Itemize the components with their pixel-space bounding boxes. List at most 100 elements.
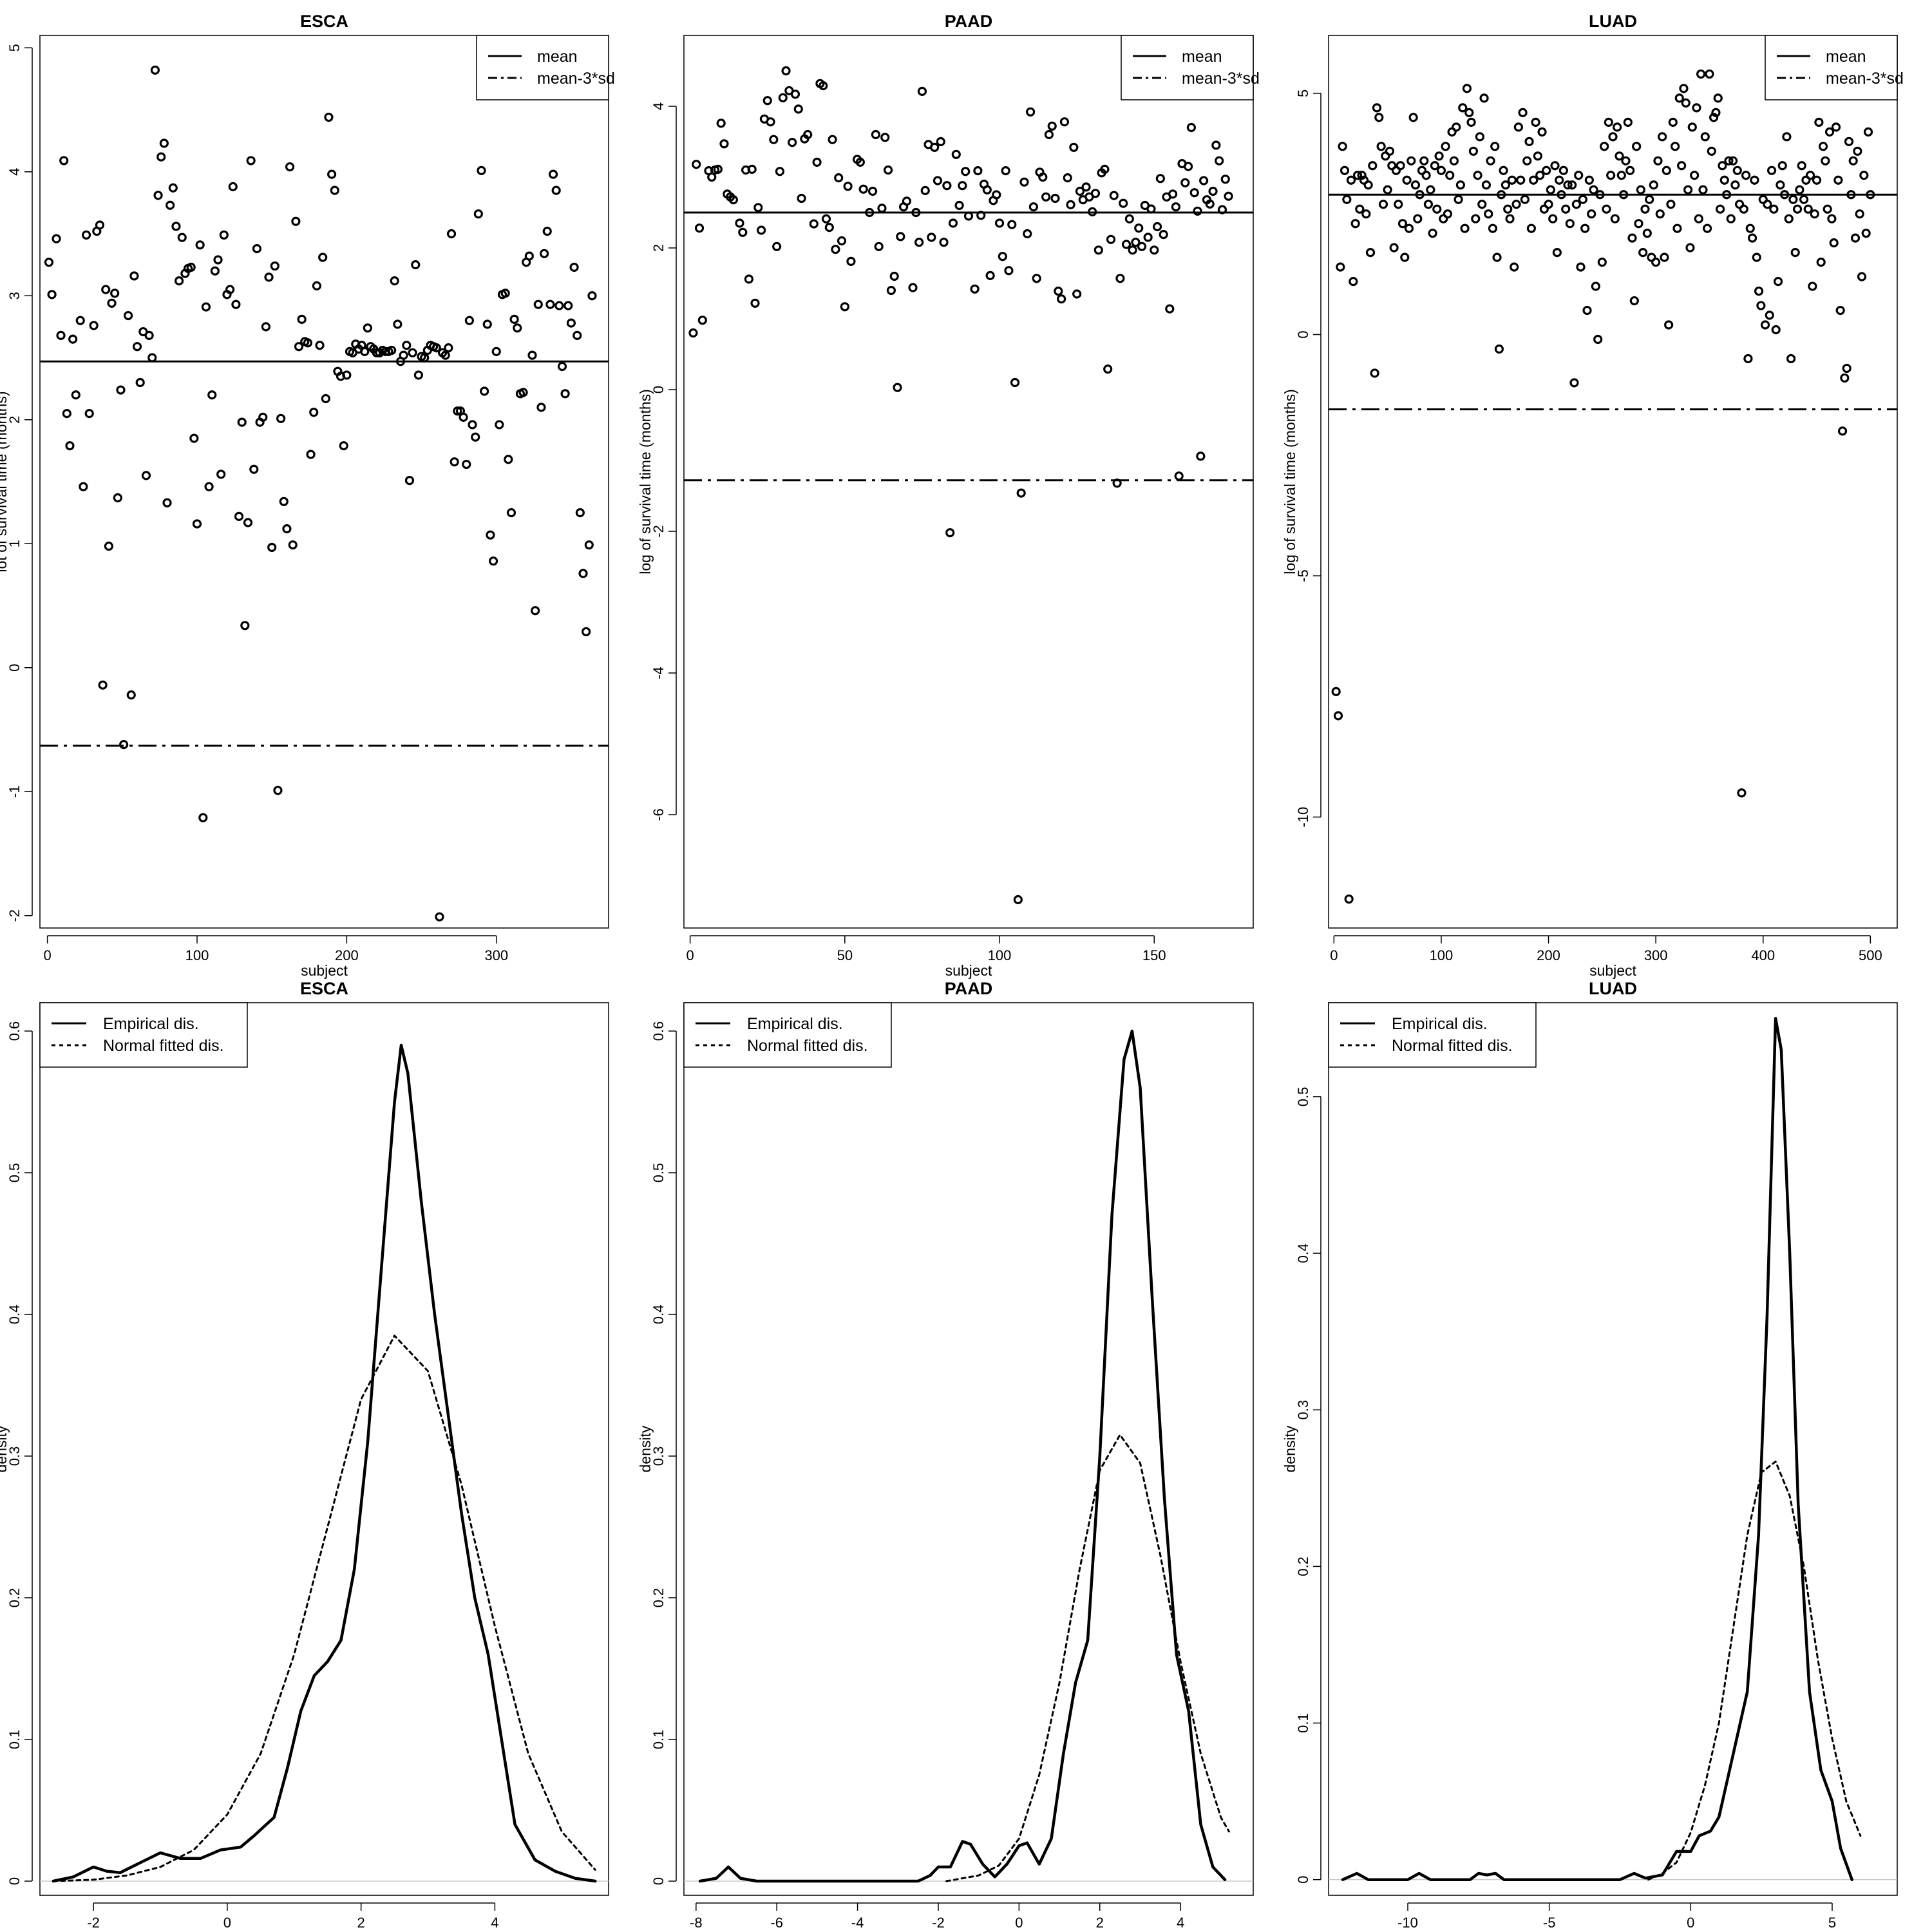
data-point: [1069, 142, 1079, 152]
x-axis-label: subject: [1589, 962, 1636, 979]
y-tick-label: -2: [650, 525, 667, 538]
data-point: [1621, 156, 1631, 166]
x-tick-label: -6: [770, 1915, 783, 1931]
data-point: [195, 240, 205, 250]
data-point: [435, 912, 444, 922]
data-point: [1542, 166, 1551, 175]
data-point: [1859, 171, 1869, 180]
data-point: [162, 498, 172, 507]
data-point: [95, 220, 105, 230]
data-point: [1645, 194, 1654, 204]
data-point: [1777, 161, 1787, 171]
data-point: [1803, 204, 1813, 214]
x-tick-label: 0: [686, 947, 694, 963]
data-point: [1853, 146, 1862, 156]
data-point: [1792, 204, 1803, 214]
data-point: [831, 245, 840, 254]
data-point: [1724, 156, 1734, 166]
data-point: [1199, 176, 1209, 185]
data-point: [1616, 171, 1626, 180]
data-point: [927, 232, 936, 242]
x-axis-label: log of survival time (months): [232, 1929, 417, 1932]
data-point: [107, 298, 117, 308]
data-point: [402, 341, 412, 350]
points-layer: [44, 65, 597, 922]
data-point: [408, 348, 417, 357]
data-point: [1613, 122, 1622, 132]
empirical-density-curve: [1341, 1017, 1853, 1881]
y-tick-label: -5: [1295, 569, 1311, 582]
data-point: [1404, 223, 1414, 233]
data-point: [132, 342, 142, 352]
data-point: [1544, 200, 1553, 209]
data-point: [1692, 103, 1701, 113]
data-point: [963, 211, 974, 221]
data-point: [468, 420, 477, 430]
data-point: [65, 441, 75, 451]
data-point: [1357, 171, 1367, 180]
data-point: [147, 353, 157, 363]
data-point: [1460, 223, 1470, 233]
data-point: [243, 518, 253, 527]
legend-label: mean: [537, 48, 578, 66]
data-point: [1677, 161, 1687, 171]
data-point: [135, 377, 145, 388]
data-point: [728, 195, 738, 205]
data-point: [697, 316, 707, 325]
data-point: [584, 540, 594, 550]
data-point: [473, 209, 483, 219]
data-point: [1829, 238, 1839, 248]
data-point: [360, 346, 370, 356]
data-point: [1766, 166, 1777, 175]
legend: Empirical dis. Normal fitted dis.: [1328, 1002, 1537, 1068]
data-point: [315, 341, 325, 350]
data-point: [564, 301, 573, 310]
data-point: [1174, 471, 1184, 481]
data-point: [1713, 93, 1723, 103]
data-point: [911, 207, 921, 218]
data-point: [1426, 185, 1435, 194]
data-point: [267, 542, 277, 553]
x-tick-label: 5: [1828, 1915, 1836, 1931]
data-point: [71, 390, 80, 400]
data-point: [113, 493, 122, 503]
data-point: [1567, 180, 1577, 190]
data-point: [413, 370, 423, 380]
y-tick-label: 0.1: [6, 1730, 23, 1750]
data-point: [225, 285, 235, 294]
data-point: [1857, 272, 1867, 281]
data-point: [1019, 177, 1029, 187]
data-point: [1649, 180, 1658, 190]
data-point: [464, 316, 474, 325]
x-tick-label: 0: [1015, 1915, 1023, 1931]
data-point: [917, 86, 927, 96]
data-point: [471, 432, 480, 442]
data-point: [1511, 200, 1521, 209]
data-point: [1642, 229, 1652, 238]
data-point: [1548, 214, 1558, 223]
data-point: [1010, 377, 1020, 388]
data-point: [1494, 344, 1504, 354]
data-point: [834, 173, 844, 183]
y-tick-label: 0.5: [650, 1163, 667, 1183]
data-point: [1844, 137, 1854, 146]
data-point: [189, 433, 199, 443]
plot-frame: [1328, 35, 1898, 929]
data-point: [1004, 266, 1014, 276]
data-point: [557, 361, 567, 372]
data-point: [1423, 200, 1434, 209]
y-tick-label: 2: [650, 244, 667, 252]
data-point: [840, 302, 849, 312]
data-point: [1580, 223, 1590, 233]
y-tick-label: 5: [6, 44, 23, 52]
data-point: [462, 459, 471, 469]
data-point: [1756, 301, 1766, 310]
data-point: [1505, 214, 1515, 223]
data-point: [52, 234, 61, 243]
x-tick-label: 200: [1537, 947, 1560, 963]
y-axis-label: density: [0, 1425, 10, 1472]
data-point: [1050, 193, 1060, 204]
data-point: [450, 457, 459, 467]
x-tick-label: 500: [1859, 947, 1882, 963]
data-point: [533, 299, 543, 309]
